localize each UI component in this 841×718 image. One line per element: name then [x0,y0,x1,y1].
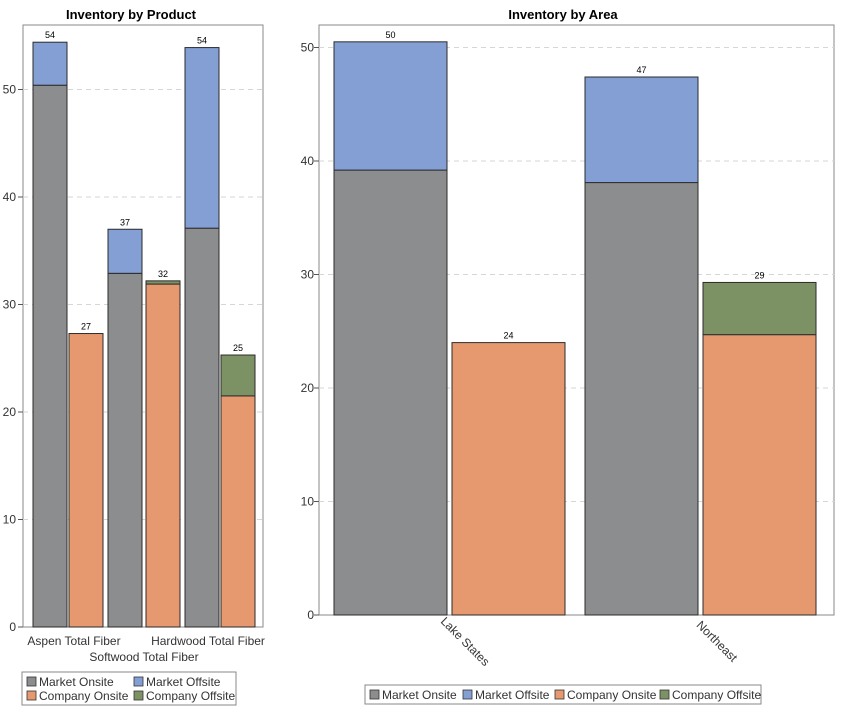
area-y-axis: 0 10 20 30 40 50 [301,41,319,622]
legend-swatch-market-offsite [133,676,144,687]
bar-aspen-total-fiber-company-onsite [68,333,104,628]
product-y-axis: 0 10 20 30 40 50 [3,83,23,634]
bar-hardwood-total-fiber-company-offsite [220,354,256,397]
bar-northeast-market-onsite [584,182,699,616]
bar-northeast-company-offsite [702,281,817,336]
category-label-northeast: Northeast [694,618,741,665]
legend-swatch-market-onsite [26,676,37,687]
area-plot-frame [318,24,835,616]
bar-aspen-total-fiber-market-onsite [32,84,68,628]
legend-label-market-onsite: Market Onsite [382,688,457,702]
data-label-aspen-total-fiber-market: 54 [45,30,55,40]
legend-label-company-offsite: Company Offsite [146,689,235,703]
data-label-northeast-company: 29 [754,270,764,280]
y-tick-label: 50 [301,41,315,55]
legend-label-market-offsite: Market Offsite [146,675,221,689]
bar-hardwood-total-fiber-company-onsite [220,395,256,628]
y-tick-label: 40 [301,154,315,168]
legend-swatch-market-offsite [462,689,473,700]
product-chart: Inventory by Product 0 10 20 30 40 50 54 27 37 3… [3,7,265,706]
product-bars [32,41,256,628]
legend-swatch-company-offsite [133,690,144,701]
bar-softwood-total-fiber-market-onsite [107,272,143,628]
category-label-hardwood: Hardwood Total Fiber [151,634,265,648]
y-tick-label: 30 [3,298,17,312]
data-label-softwood-total-fiber-market: 37 [120,217,130,227]
data-label-hardwood-total-fiber-market: 54 [197,36,207,46]
y-tick-label: 40 [3,190,17,204]
bar-lake-states-market-onsite [333,169,448,616]
bar-softwood-total-fiber-market-offsite [107,228,143,274]
data-label-lake-states-company: 24 [503,331,513,341]
category-label-lake-states: Lake States [438,614,493,669]
product-data-labels: 54 27 37 32 54 25 [45,30,243,353]
y-tick-label: 20 [3,405,17,419]
legend-label-company-onsite: Company Onsite [39,689,129,703]
area-chart-title: Inventory by Area [508,7,618,22]
bar-hardwood-total-fiber-market-offsite [184,47,220,229]
legend-swatch-company-offsite [659,689,670,700]
product-legend-frame [21,671,237,706]
legend-swatch-company-onsite [554,689,565,700]
bar-northeast-market-offsite [584,76,699,184]
category-label-softwood: Softwood Total Fiber [89,650,198,664]
y-tick-label: 10 [3,513,17,527]
y-tick-label: 50 [3,83,17,97]
product-chart-title: Inventory by Product [66,7,197,22]
data-label-hardwood-total-fiber-company: 25 [233,343,243,353]
y-tick-label: 0 [9,620,16,634]
bar-softwood-total-fiber-company-onsite [145,283,181,628]
bar-lake-states-company-onsite [451,342,566,616]
data-label-softwood-total-fiber-company: 32 [158,269,168,279]
area-data-labels: 50 24 47 29 [385,30,764,341]
legend-swatch-market-onsite [369,689,380,700]
bar-hardwood-total-fiber-market-onsite [184,227,220,628]
bar-aspen-total-fiber-market-offsite [32,41,68,86]
legend-label-company-offsite: Company Offsite [672,688,761,702]
y-tick-label: 20 [301,381,315,395]
legend-label-company-onsite: Company Onsite [567,688,657,702]
area-bars [333,41,817,616]
area-chart: Inventory by Area 0 10 20 30 40 50 50 24 47 29 L… [301,7,835,705]
y-tick-label: 30 [301,268,315,282]
legend-label-market-onsite: Market Onsite [39,675,114,689]
area-legend: Market Onsite Market Offsite Company Ons… [364,684,762,705]
data-label-aspen-total-fiber-company: 27 [81,322,91,332]
category-label-aspen: Aspen Total Fiber [27,634,120,648]
y-tick-label: 10 [301,495,315,509]
bar-softwood-total-fiber-company-offsite [145,280,181,285]
legend-swatch-company-onsite [26,690,37,701]
data-label-northeast-market: 47 [636,65,646,75]
legend-label-market-offsite: Market Offsite [475,688,550,702]
y-tick-label: 0 [307,608,314,622]
product-legend: Market Onsite Market Offsite Company Ons… [21,671,237,706]
product-plot-frame [22,24,264,628]
data-label-lake-states-market: 50 [385,30,395,40]
bar-northeast-company-onsite [702,334,817,616]
bar-lake-states-market-offsite [333,41,448,171]
